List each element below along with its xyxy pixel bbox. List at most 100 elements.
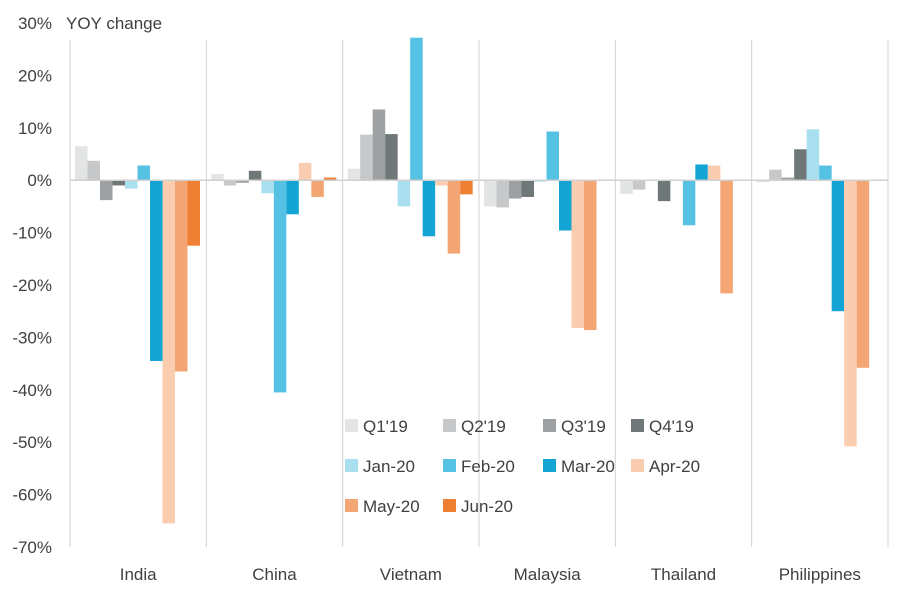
bar: [187, 180, 200, 246]
bar: [397, 180, 411, 207]
bar: [571, 180, 584, 328]
bar: [175, 180, 188, 372]
bar: [794, 149, 807, 181]
y-axis-title: YOY change: [66, 14, 162, 33]
y-axis-ticks: 30% 20% 10% 0% -10% -20% -30% -40% -50% -60% -70%: [12, 14, 52, 557]
bar: [248, 170, 262, 181]
category-label: Philippines: [779, 565, 861, 584]
legend-label: May-20: [363, 497, 420, 516]
bar: [385, 134, 398, 181]
bar: [584, 180, 597, 331]
bar: [75, 146, 88, 181]
legend-swatch: [543, 459, 556, 472]
bar: [720, 180, 733, 294]
bar: [856, 180, 870, 368]
y-tick-label: 20%: [18, 66, 52, 85]
bar: [286, 180, 299, 215]
bar: [236, 180, 249, 183]
bar: [137, 165, 150, 181]
legend-label: Apr-20: [649, 457, 700, 476]
legend-swatch: [631, 459, 644, 472]
legend-swatch: [631, 419, 644, 432]
bar: [162, 180, 175, 524]
legend-label: Q3'19: [561, 417, 606, 436]
y-tick-label: 10%: [18, 119, 52, 138]
bar: [756, 180, 770, 183]
bar: [620, 180, 633, 194]
bar: [211, 173, 224, 181]
bar: [695, 164, 708, 181]
bar: [496, 180, 509, 208]
legend-swatch: [345, 419, 358, 432]
legend-swatch: [443, 419, 456, 432]
category-label: Malaysia: [514, 565, 582, 584]
bar: [112, 180, 125, 186]
legend-swatch: [345, 459, 358, 472]
bar: [769, 169, 782, 181]
legend-label: Jun-20: [461, 497, 513, 516]
bar: [447, 180, 461, 254]
y-tick-label: -40%: [12, 381, 52, 400]
category-label: China: [252, 565, 297, 584]
bar: [435, 180, 448, 186]
bar: [410, 37, 423, 181]
bar: [781, 177, 795, 181]
legend-label: Q2'19: [461, 417, 506, 436]
y-tick-label: -10%: [12, 224, 52, 243]
bar: [422, 180, 436, 237]
bar: [819, 165, 832, 181]
y-tick-label: -50%: [12, 433, 52, 452]
bar: [100, 180, 113, 201]
bar: [484, 180, 497, 207]
bar: [546, 131, 559, 181]
bar: [844, 180, 857, 447]
bar: [521, 180, 534, 197]
legend-label: Jan-20: [363, 457, 415, 476]
legend-label: Mar-20: [561, 457, 615, 476]
category-label: Vietnam: [380, 565, 442, 584]
legend: Q1'19 Q2'19 Q3'19 Q4'19 Jan-20 Feb-20 Mar-20 Ap…: [345, 417, 700, 516]
bar: [657, 180, 671, 202]
x-axis-categories: India China Vietnam Malaysia Thailand Philipp…: [120, 565, 861, 584]
category-label: India: [120, 565, 157, 584]
y-tick-label: -60%: [12, 486, 52, 505]
bar: [125, 180, 138, 189]
bar: [534, 180, 547, 182]
legend-label: Q1'19: [363, 417, 408, 436]
legend-swatch: [345, 499, 358, 512]
y-tick-label: -20%: [12, 276, 52, 295]
bar: [682, 180, 696, 226]
bar: [323, 177, 337, 181]
legend-label: Q4'19: [649, 417, 694, 436]
bar: [509, 180, 522, 199]
bar: [360, 134, 373, 181]
legend-swatch: [443, 459, 456, 472]
category-label: Thailand: [651, 565, 716, 584]
y-tick-label: 0%: [27, 171, 52, 190]
bar: [372, 109, 386, 181]
bar: [311, 180, 324, 197]
y-tick-label: -30%: [12, 328, 52, 347]
bar: [273, 180, 287, 393]
bar: [831, 180, 845, 312]
legend-swatch: [443, 499, 456, 512]
bar: [559, 180, 572, 231]
legend-label: Feb-20: [461, 457, 515, 476]
legend-swatch: [543, 419, 556, 432]
bar: [298, 162, 312, 181]
bar: [223, 180, 237, 186]
bar: [87, 160, 100, 181]
bar: [707, 165, 721, 181]
bar: [347, 168, 361, 181]
y-tick-label: -70%: [12, 538, 52, 557]
bars-layer: [75, 37, 870, 524]
bar: [150, 180, 163, 361]
y-tick-label: 30%: [18, 14, 52, 33]
grid-layer: [69, 40, 889, 547]
bar: [806, 129, 820, 181]
bar: [632, 180, 646, 190]
bar: [261, 180, 274, 194]
bar: [460, 180, 473, 195]
